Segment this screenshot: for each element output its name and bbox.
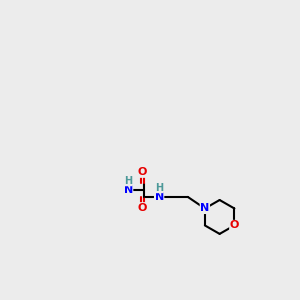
Text: H: H	[155, 183, 163, 193]
Text: N: N	[200, 203, 209, 214]
Text: O: O	[230, 220, 239, 230]
Text: N: N	[154, 192, 164, 202]
Text: N: N	[124, 185, 133, 195]
Text: O: O	[137, 167, 147, 177]
Text: H: H	[124, 176, 132, 186]
Text: O: O	[137, 203, 147, 213]
